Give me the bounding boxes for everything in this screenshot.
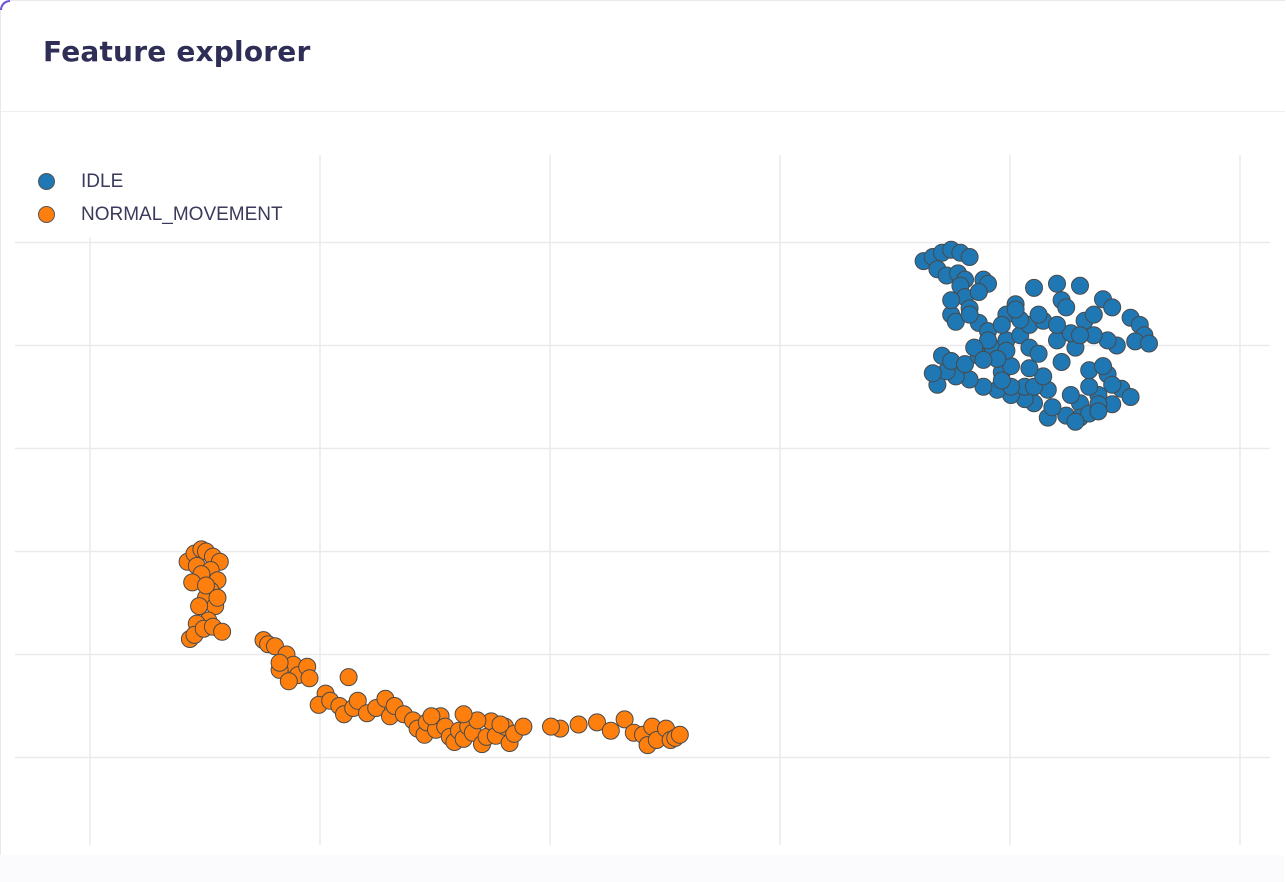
data-point[interactable] [190, 597, 209, 616]
data-point[interactable] [1094, 357, 1112, 376]
data-point[interactable] [1121, 388, 1140, 406]
data-point[interactable] [1034, 367, 1053, 386]
data-point[interactable] [956, 355, 974, 374]
data-point[interactable] [960, 305, 979, 324]
data-point[interactable] [514, 717, 533, 736]
data-point[interactable] [960, 248, 979, 266]
data-point[interactable] [491, 715, 510, 734]
data-point[interactable] [1071, 276, 1089, 295]
panel-title: Feature explorer [43, 35, 311, 68]
plot-series [178, 240, 1158, 755]
data-point[interactable] [1006, 300, 1025, 319]
legend-swatch-normal-movement [38, 206, 55, 223]
data-point[interactable] [213, 622, 232, 641]
data-point[interactable] [208, 588, 227, 607]
legend-label-normal-movement: NORMAL_MOVEMENT [81, 203, 283, 225]
legend-swatch-idle [38, 173, 55, 190]
data-point[interactable] [1057, 298, 1076, 317]
data-point[interactable] [1066, 412, 1085, 431]
data-point[interactable] [1052, 353, 1071, 371]
data-point[interactable] [1029, 305, 1048, 324]
data-point[interactable] [1140, 334, 1158, 353]
data-point[interactable] [601, 721, 620, 740]
data-point[interactable] [339, 668, 358, 687]
data-point[interactable] [279, 672, 298, 691]
series-idle [914, 240, 1158, 431]
data-point[interactable] [969, 283, 988, 301]
plot-grid [15, 155, 1270, 845]
panel-accent-corner [0, 0, 10, 10]
data-point[interactable] [1103, 298, 1122, 317]
legend-item-normal-movement[interactable]: NORMAL_MOVEMENT [38, 198, 283, 231]
data-point[interactable] [422, 707, 441, 726]
data-point[interactable] [1043, 398, 1062, 417]
data-point[interactable] [1080, 377, 1099, 396]
data-point[interactable] [1061, 386, 1080, 404]
data-point[interactable] [270, 653, 289, 672]
data-point[interactable] [348, 691, 367, 710]
data-point[interactable] [965, 338, 984, 357]
data-point[interactable] [454, 705, 473, 724]
chart-legend: IDLE NORMAL_MOVEMENT [38, 165, 283, 231]
data-point[interactable] [1029, 344, 1048, 363]
data-point[interactable] [588, 713, 606, 732]
data-point[interactable] [1048, 315, 1066, 334]
legend-item-idle[interactable]: IDLE [38, 165, 283, 198]
data-point[interactable] [1025, 278, 1043, 297]
panel-footer-strip [0, 855, 1284, 882]
data-point[interactable] [1071, 326, 1089, 345]
data-point[interactable] [197, 576, 215, 595]
series-normal-movement [178, 540, 689, 755]
panel-header: Feature explorer [1, 1, 1285, 112]
data-point[interactable] [992, 371, 1011, 390]
data-point[interactable] [942, 291, 961, 310]
data-point[interactable] [1103, 375, 1122, 394]
data-point[interactable] [992, 315, 1011, 334]
data-point[interactable] [1048, 274, 1066, 293]
data-point[interactable] [670, 725, 689, 744]
data-point[interactable] [300, 669, 319, 688]
data-point[interactable] [615, 710, 634, 729]
data-point[interactable] [1020, 359, 1039, 378]
data-point[interactable] [1089, 402, 1108, 421]
data-point[interactable] [542, 717, 560, 736]
data-point[interactable] [923, 364, 942, 383]
legend-label-idle: IDLE [81, 170, 124, 192]
data-point[interactable] [1084, 305, 1103, 324]
data-point[interactable] [974, 350, 993, 369]
data-point[interactable] [569, 715, 588, 734]
